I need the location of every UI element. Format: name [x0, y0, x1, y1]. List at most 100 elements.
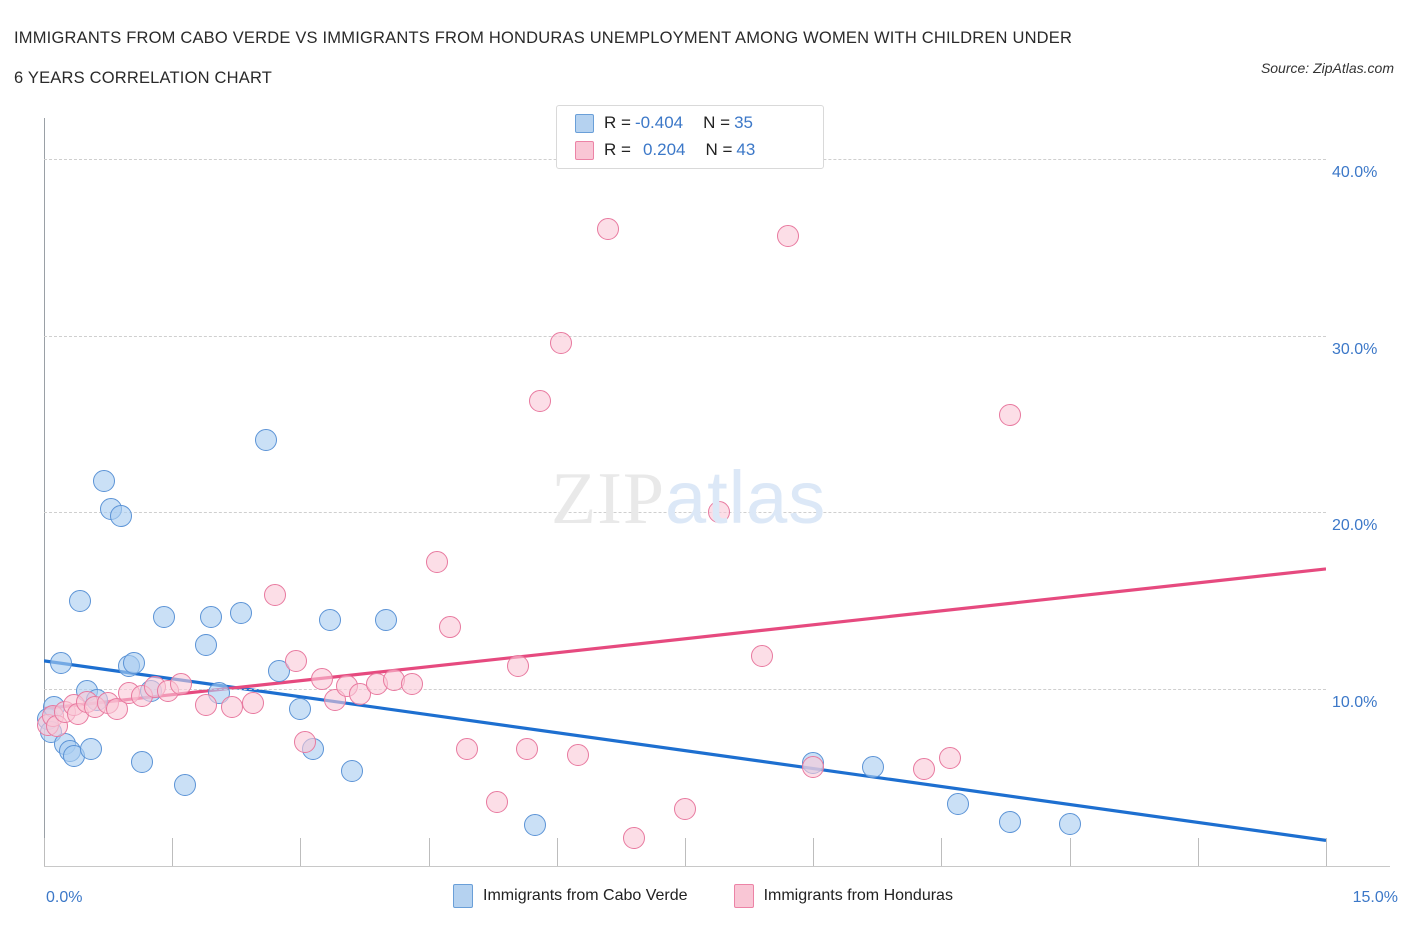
y-axis-line: [44, 118, 45, 866]
data-point[interactable]: [567, 743, 590, 766]
data-point[interactable]: [268, 660, 291, 683]
data-point[interactable]: [456, 738, 479, 761]
legend-swatch-cabo-verde: [575, 113, 594, 133]
x-tick: [941, 838, 943, 866]
data-point[interactable]: [998, 404, 1021, 427]
data-point[interactable]: [131, 750, 154, 773]
data-point[interactable]: [68, 589, 91, 612]
data-point[interactable]: [507, 655, 530, 678]
title-line-1: IMMIGRANTS FROM CABO VERDE VS IMMIGRANTS…: [14, 29, 1073, 47]
y-tick-label: 40.0%: [1332, 163, 1378, 181]
trendlines: [44, 567, 1326, 842]
legend-swatch-honduras: [575, 140, 594, 160]
data-point[interactable]: [293, 731, 316, 754]
correlation-stats-legend: R = -0.404 N = 35 R = 0.204 N = 43: [556, 105, 824, 169]
data-point[interactable]: [199, 605, 222, 628]
y-tick-label: 30.0%: [1332, 340, 1378, 358]
data-point[interactable]: [255, 428, 278, 451]
data-point[interactable]: [105, 697, 128, 720]
series-legend: Immigrants from Cabo Verde Immigrants fr…: [0, 884, 1406, 908]
n-value-cabo-verde: 35: [734, 113, 753, 132]
legend-item-honduras[interactable]: Immigrants from Honduras: [733, 884, 953, 908]
data-point[interactable]: [289, 697, 312, 720]
data-point[interactable]: [515, 738, 538, 761]
data-point[interactable]: [708, 501, 731, 524]
x-axis-max-label: 15.0%: [1352, 889, 1398, 906]
n-label-cabo-verde: N =: [703, 113, 731, 132]
x-tick: [813, 838, 815, 866]
data-point[interactable]: [80, 738, 102, 761]
data-point[interactable]: [109, 504, 132, 527]
data-point[interactable]: [195, 633, 218, 656]
data-point[interactable]: [310, 667, 333, 690]
data-point[interactable]: [776, 225, 799, 248]
legend-label-honduras: Immigrants from Honduras: [763, 887, 953, 904]
title-line-2: 6 YEARS CORRELATION CHART: [14, 69, 273, 87]
x-tick: [1197, 838, 1199, 866]
data-point[interactable]: [174, 773, 197, 796]
data-point[interactable]: [50, 651, 73, 674]
r-label-cabo-verde: R =: [604, 113, 631, 132]
data-point[interactable]: [195, 694, 218, 717]
data-point[interactable]: [285, 649, 308, 672]
y-tick-label: 20.0%: [1332, 517, 1378, 535]
data-point[interactable]: [750, 644, 773, 667]
data-point[interactable]: [319, 609, 342, 632]
data-point[interactable]: [913, 757, 936, 780]
data-point[interactable]: [242, 692, 265, 715]
x-tick: [428, 838, 430, 866]
data-point[interactable]: [524, 814, 547, 837]
data-point[interactable]: [1058, 812, 1081, 835]
r-label-honduras: R =: [604, 140, 631, 159]
gridline-y: [44, 689, 1326, 691]
data-point[interactable]: [400, 672, 423, 695]
data-point[interactable]: [998, 810, 1021, 833]
legend-row-honduras: R = 0.204 N = 43: [575, 137, 755, 163]
data-point[interactable]: [152, 605, 175, 628]
x-tick: [556, 838, 558, 866]
data-point[interactable]: [622, 826, 645, 849]
data-point[interactable]: [802, 755, 825, 778]
x-tick: [1326, 838, 1327, 866]
page-title: IMMIGRANTS FROM CABO VERDE VS IMMIGRANTS…: [14, 18, 1254, 98]
data-point[interactable]: [340, 759, 363, 782]
y-tick-label: 10.0%: [1332, 694, 1378, 712]
data-point[interactable]: [938, 747, 961, 770]
data-point[interactable]: [169, 672, 192, 695]
data-point[interactable]: [550, 331, 573, 354]
data-point[interactable]: [862, 755, 885, 778]
legend-color-swatch-cabo-verde: [453, 884, 474, 908]
x-tick: [1069, 838, 1071, 866]
gridline-y: [44, 335, 1326, 337]
data-point[interactable]: [122, 651, 145, 674]
data-point[interactable]: [221, 695, 244, 718]
r-value-honduras: 0.204: [642, 140, 686, 159]
data-point[interactable]: [485, 791, 508, 814]
x-tick: [300, 838, 302, 866]
data-point[interactable]: [528, 389, 551, 412]
data-point[interactable]: [438, 616, 461, 639]
x-tick: [685, 838, 686, 866]
n-label-honduras: N =: [705, 140, 733, 159]
data-point[interactable]: [229, 602, 252, 625]
trendline: [44, 567, 1326, 711]
legend-item-cabo-verde[interactable]: Immigrants from Cabo Verde: [453, 884, 688, 908]
data-point[interactable]: [947, 793, 970, 816]
x-tick: [44, 838, 45, 866]
x-axis-min-label: 0.0%: [46, 889, 83, 906]
legend-row-cabo-verde: R = -0.404 N = 35: [575, 110, 753, 136]
data-point[interactable]: [374, 609, 397, 632]
data-point[interactable]: [597, 218, 620, 241]
x-axis-line: [44, 866, 1390, 867]
x-tick: [172, 838, 174, 866]
data-point[interactable]: [263, 584, 286, 607]
gridline-y: [44, 512, 1326, 514]
r-value-cabo-verde: -0.404: [634, 113, 684, 132]
legend-color-swatch-honduras: [733, 884, 754, 908]
data-point[interactable]: [92, 469, 115, 492]
legend-label-cabo-verde: Immigrants from Cabo Verde: [483, 887, 688, 904]
data-point[interactable]: [426, 550, 449, 573]
data-point[interactable]: [349, 683, 372, 706]
n-value-honduras: 43: [736, 140, 756, 159]
data-point[interactable]: [674, 798, 696, 821]
